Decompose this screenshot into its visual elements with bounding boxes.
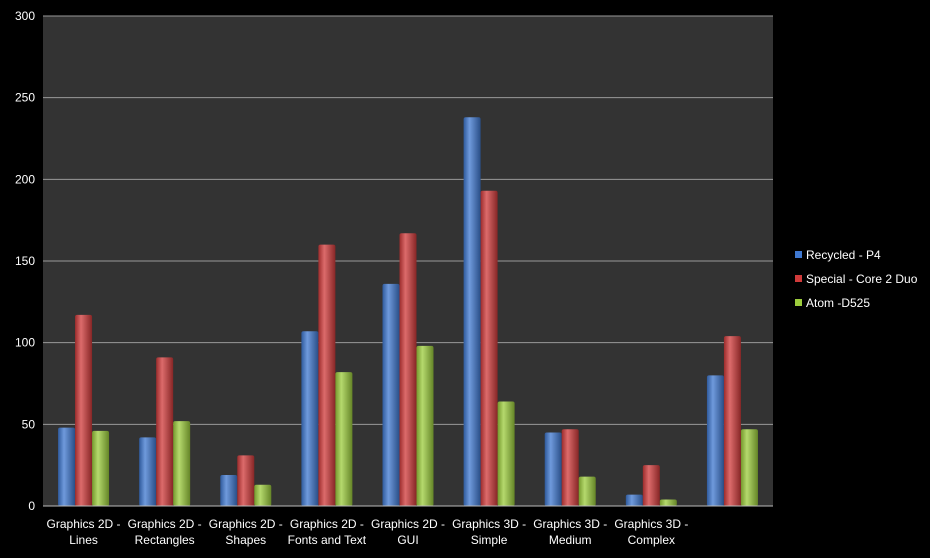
bar bbox=[335, 372, 353, 506]
y-tick-label: 100 bbox=[15, 336, 35, 350]
bar bbox=[463, 117, 481, 507]
bar bbox=[561, 429, 579, 506]
legend: Recycled - P4 Special - Core 2 Duo Atom -D… bbox=[795, 248, 918, 310]
x-tick-label: Graphics 3D - bbox=[452, 517, 526, 531]
bar bbox=[740, 429, 758, 506]
x-tick-label: Graphics 2D - bbox=[47, 517, 121, 531]
x-tick-label: Graphics 2D - bbox=[290, 517, 364, 531]
bar bbox=[139, 437, 157, 506]
legend-swatch bbox=[795, 251, 802, 258]
x-tick-label: Medium bbox=[549, 533, 592, 547]
y-tick-label: 0 bbox=[28, 499, 35, 513]
y-tick-label: 300 bbox=[15, 9, 35, 23]
bar bbox=[544, 432, 562, 506]
y-tick-label: 50 bbox=[22, 417, 36, 431]
bar bbox=[75, 314, 93, 506]
bar bbox=[58, 427, 76, 506]
bar bbox=[706, 375, 724, 506]
bars bbox=[58, 117, 758, 507]
y-tick-label: 150 bbox=[15, 254, 35, 268]
bar bbox=[625, 494, 643, 506]
x-tick-label: Graphics 3D - bbox=[533, 517, 607, 531]
bar bbox=[220, 474, 238, 506]
x-tick-label: GUI bbox=[397, 533, 418, 547]
bar bbox=[254, 484, 272, 506]
x-tick-label: Graphics 2D - bbox=[371, 517, 445, 531]
legend-swatch bbox=[795, 299, 802, 306]
y-axis-ticks: 0 50 100 150 200 250 300 bbox=[15, 9, 35, 513]
bar bbox=[156, 357, 174, 506]
bar bbox=[318, 244, 336, 506]
x-axis-labels: Graphics 2D - Lines Graphics 2D - Rectangle… bbox=[47, 517, 689, 547]
bar bbox=[578, 476, 596, 506]
x-tick-label: Graphics 2D - bbox=[128, 517, 202, 531]
x-tick-label: Complex bbox=[628, 533, 675, 547]
x-tick-label: Shapes bbox=[225, 533, 266, 547]
x-tick-label: Graphics 2D - bbox=[209, 517, 283, 531]
x-tick-label: Lines bbox=[69, 533, 98, 547]
bar bbox=[92, 430, 110, 506]
x-tick-label: Rectangles bbox=[135, 533, 195, 547]
bar bbox=[497, 401, 515, 506]
y-tick-label: 250 bbox=[15, 91, 35, 105]
y-tick-label: 200 bbox=[15, 172, 35, 186]
x-tick-label: Simple bbox=[471, 533, 508, 547]
bar bbox=[659, 499, 677, 506]
x-tick-label: Fonts and Text bbox=[288, 533, 367, 547]
bar bbox=[237, 455, 255, 506]
bar bbox=[723, 336, 741, 506]
legend-label: Special - Core 2 Duo bbox=[806, 272, 918, 286]
bar bbox=[480, 190, 498, 506]
bar bbox=[382, 283, 400, 506]
bar bbox=[173, 421, 191, 506]
legend-label: Recycled - P4 bbox=[806, 248, 881, 262]
bar bbox=[416, 345, 434, 506]
bar bbox=[399, 233, 417, 506]
legend-label: Atom -D525 bbox=[806, 296, 870, 310]
bar bbox=[301, 331, 319, 506]
bar bbox=[642, 465, 660, 506]
x-tick-label: Graphics 3D - bbox=[614, 517, 688, 531]
legend-swatch bbox=[795, 275, 802, 282]
